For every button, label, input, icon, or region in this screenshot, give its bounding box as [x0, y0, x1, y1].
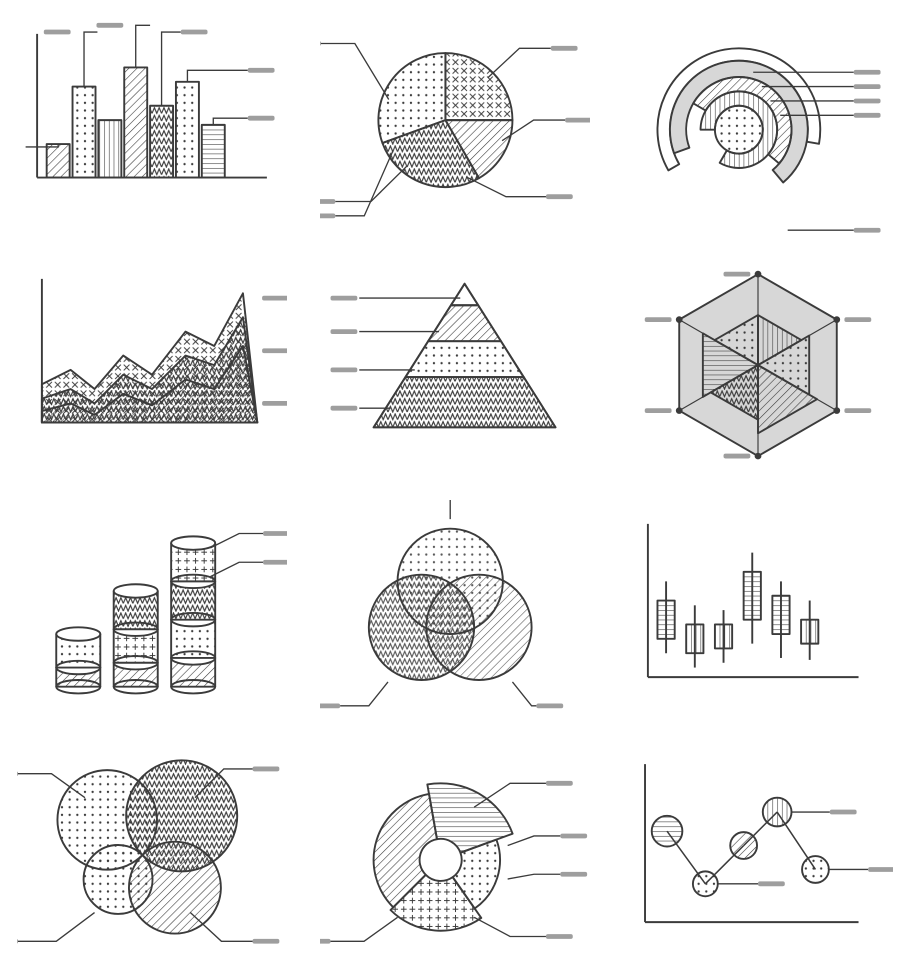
venn-chart-icon-svg [320, 500, 590, 725]
radial-chart-icon-svg [623, 10, 893, 235]
pyramid-chart-icon-svg [320, 255, 590, 480]
petal-chart-icon-svg [17, 745, 287, 970]
candlestick-chart-icon-svg [623, 500, 893, 725]
petal-chart-icon [0, 735, 303, 980]
radar-chart-icon-svg [623, 255, 893, 480]
cylinder-chart-icon-svg [17, 500, 287, 725]
radar-chart-icon [607, 245, 910, 490]
donut-chart-icon [303, 735, 606, 980]
radial-chart-icon [607, 0, 910, 245]
pie-chart-icon [303, 0, 606, 245]
candlestick-chart-icon [607, 490, 910, 735]
donut-chart-icon-svg [320, 745, 590, 970]
line-bubble-chart-icon [607, 735, 910, 980]
pyramid-chart-icon [303, 245, 606, 490]
bar-chart-icon-svg [17, 10, 287, 235]
area-chart-icon [0, 245, 303, 490]
area-chart-icon-svg [17, 255, 287, 480]
bar-chart-icon [0, 0, 303, 245]
line-bubble-chart-icon-svg [623, 745, 893, 970]
cylinder-chart-icon [0, 490, 303, 735]
pie-chart-icon-svg [320, 10, 590, 235]
venn-chart-icon [303, 490, 606, 735]
